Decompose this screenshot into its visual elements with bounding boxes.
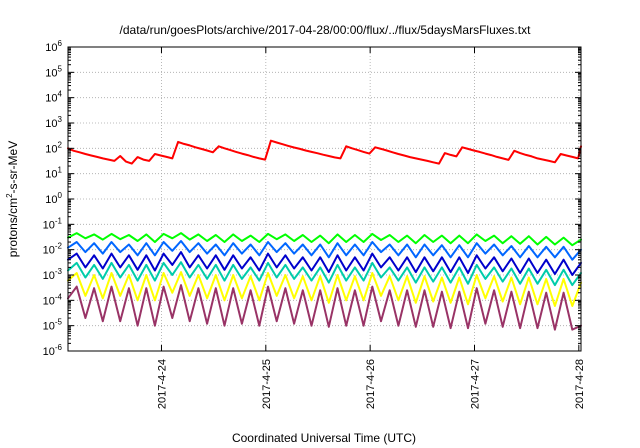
ylabel-layer: protons/cm2-s-sr-MeV	[5, 141, 20, 257]
y-tick-label: 100	[45, 191, 62, 206]
x-tick-label: 2017-4-25	[261, 359, 273, 409]
y-tick-label: 10-1	[43, 216, 63, 231]
x-tick-label: 2017-4-27	[469, 359, 481, 409]
series-line-7	[67, 284, 582, 331]
y-tick-label: 10-4	[43, 292, 63, 307]
series-line-3	[67, 240, 582, 261]
y-tick-label: 102	[45, 140, 62, 155]
y-tick-label: 103	[45, 115, 62, 130]
y-tick-label: 106	[45, 39, 62, 54]
tick-layer: 10-6 10-5 10-4 10-3 10-2 10-1 100 101 102 103 104 1…	[43, 39, 586, 409]
series-line-4	[67, 251, 582, 276]
y-tick-label: 10-2	[43, 242, 63, 257]
x-axis-label: Coordinated Universal Time (UTC)	[232, 431, 416, 445]
x-tick-label: 2017-4-24	[156, 359, 168, 409]
series-line-2	[67, 232, 582, 247]
y-tick-label: 104	[45, 90, 62, 105]
series-line-5	[67, 261, 582, 287]
y-axis-label: protons/cm2-s-sr-MeV	[5, 141, 20, 257]
y-tick-label: 10-3	[43, 267, 63, 282]
x-tick-label: 2017-4-28	[574, 359, 586, 409]
y-tick-label: 10-6	[43, 343, 63, 358]
x-tick-label: 2017-4-26	[365, 359, 377, 409]
y-tick-label: 10-5	[43, 318, 63, 333]
series-line-6	[67, 271, 582, 307]
chart-title: /data/run/goesPlots/archive/2017-04-28/0…	[120, 23, 532, 37]
y-tick-label: 101	[45, 166, 62, 181]
series-layer	[67, 139, 582, 331]
y-tick-label: 105	[45, 64, 62, 79]
series-line-1	[67, 139, 582, 165]
